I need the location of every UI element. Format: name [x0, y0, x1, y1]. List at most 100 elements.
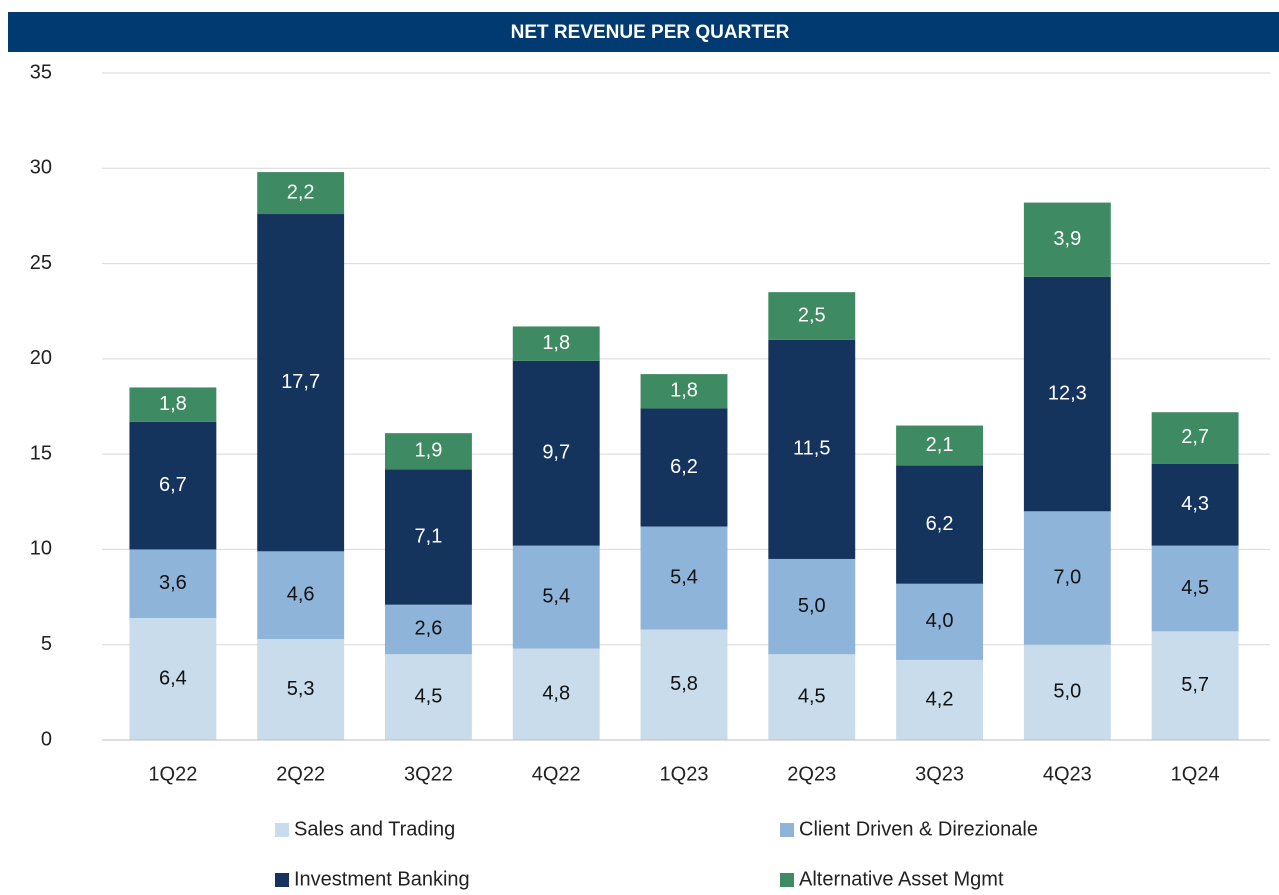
bar-segment — [512, 326, 600, 361]
legend-label: Client Driven & Direzionale — [799, 818, 1038, 840]
bar-segment — [640, 526, 728, 630]
legend-label: Investment Banking — [294, 868, 470, 890]
bar-segment — [1151, 463, 1239, 546]
bar-segment — [257, 214, 345, 552]
bar-segment — [896, 465, 983, 584]
data-label: 2,5 — [798, 304, 826, 326]
y-tick-label: 20 — [30, 347, 52, 369]
data-label: 4,6 — [287, 583, 315, 605]
data-label: 2,7 — [1181, 426, 1209, 448]
legend-swatch — [275, 873, 289, 887]
bar-segment — [1023, 276, 1111, 512]
bar-segment — [1023, 511, 1111, 645]
bar-segment — [768, 339, 856, 559]
bar-segment — [129, 421, 217, 550]
data-label: 11,5 — [793, 438, 830, 460]
bar-segment — [385, 604, 472, 655]
y-tick-label: 30 — [30, 157, 52, 179]
y-tick-label: 10 — [30, 538, 52, 560]
bar-segment — [257, 638, 345, 740]
data-label: 3,9 — [1053, 228, 1081, 250]
bar-segment — [257, 551, 345, 639]
x-tick-label: 2Q23 — [787, 763, 836, 785]
data-label: 5,3 — [287, 678, 315, 700]
bar-segment — [768, 292, 856, 340]
bar-segment — [385, 469, 472, 605]
data-label: 4,5 — [415, 685, 443, 707]
data-label: 5,4 — [670, 566, 698, 588]
legend-swatch — [780, 873, 794, 887]
bar-segment — [1151, 545, 1239, 632]
data-label: 6,4 — [159, 667, 187, 689]
bar-segment — [129, 618, 217, 740]
bar-segment — [640, 374, 728, 409]
data-label: 7,1 — [415, 525, 443, 547]
data-label: 6,2 — [926, 513, 954, 535]
bar-segment — [640, 629, 728, 740]
bar-segment — [385, 654, 472, 740]
bar-segment — [257, 172, 345, 215]
data-label: 2,6 — [415, 618, 443, 640]
x-tick-label: 3Q22 — [404, 763, 453, 785]
data-label: 5,4 — [542, 585, 570, 607]
bar-segment — [896, 659, 983, 740]
bar-segment — [768, 558, 856, 655]
data-label: 1,8 — [159, 393, 187, 415]
bar-segment — [512, 360, 600, 546]
data-label: 5,0 — [1053, 681, 1081, 703]
bar-segment — [512, 545, 600, 649]
x-tick-label: 1Q23 — [660, 763, 709, 785]
y-tick-label: 5 — [41, 633, 52, 655]
bar-segment — [1151, 412, 1239, 464]
x-tick-label: 4Q23 — [1043, 763, 1092, 785]
bar-segment — [896, 425, 983, 466]
bar-segment — [129, 387, 217, 422]
legend-swatch — [780, 823, 794, 837]
data-label: 4,0 — [926, 610, 954, 632]
data-label: 4,3 — [1181, 493, 1209, 515]
bar-segment — [640, 408, 728, 527]
bar-segment — [768, 654, 856, 740]
data-label: 5,7 — [1181, 674, 1209, 696]
data-label: 4,8 — [542, 683, 570, 705]
data-label: 12,3 — [1048, 382, 1087, 404]
legend-label: Alternative Asset Mgmt — [799, 868, 1004, 890]
data-label: 5,0 — [798, 595, 826, 617]
y-tick-label: 25 — [30, 252, 52, 274]
x-tick-label: 4Q22 — [532, 763, 581, 785]
data-label: 5,8 — [670, 673, 698, 695]
data-label: 2,1 — [926, 434, 954, 456]
data-label: 6,2 — [670, 456, 698, 478]
x-tick-label: 1Q24 — [1171, 763, 1220, 785]
y-tick-label: 35 — [30, 61, 52, 83]
legend-label: Sales and Trading — [294, 818, 455, 840]
data-label: 3,6 — [159, 572, 187, 594]
data-label: 9,7 — [542, 441, 570, 463]
data-label: 4,5 — [798, 685, 826, 707]
data-label: 2,2 — [287, 181, 315, 203]
y-tick-label: 15 — [30, 442, 52, 464]
title-band — [8, 12, 1279, 52]
bar-segment — [896, 583, 983, 660]
legend-swatch — [275, 823, 289, 837]
data-label: 4,2 — [926, 688, 954, 710]
x-tick-label: 2Q22 — [276, 763, 325, 785]
chart-title: NET REVENUE PER QUARTER — [511, 22, 790, 43]
x-tick-label: 3Q23 — [915, 763, 964, 785]
x-tick-label: 1Q22 — [148, 763, 197, 785]
data-label: 6,7 — [159, 474, 187, 496]
data-label: 7,0 — [1053, 566, 1081, 588]
data-label: 1,8 — [542, 332, 570, 354]
bar-segment — [512, 648, 600, 740]
bar-segment — [129, 549, 217, 619]
bar-segment — [1023, 644, 1111, 740]
bar-segment — [1023, 202, 1111, 277]
y-tick-label: 0 — [41, 728, 52, 750]
bar-segment — [1151, 631, 1239, 740]
data-label: 4,5 — [1181, 577, 1209, 599]
data-label: 1,8 — [670, 380, 698, 402]
bar-segment — [385, 433, 472, 470]
data-label: 1,9 — [415, 440, 443, 462]
data-label: 17,7 — [281, 371, 320, 393]
